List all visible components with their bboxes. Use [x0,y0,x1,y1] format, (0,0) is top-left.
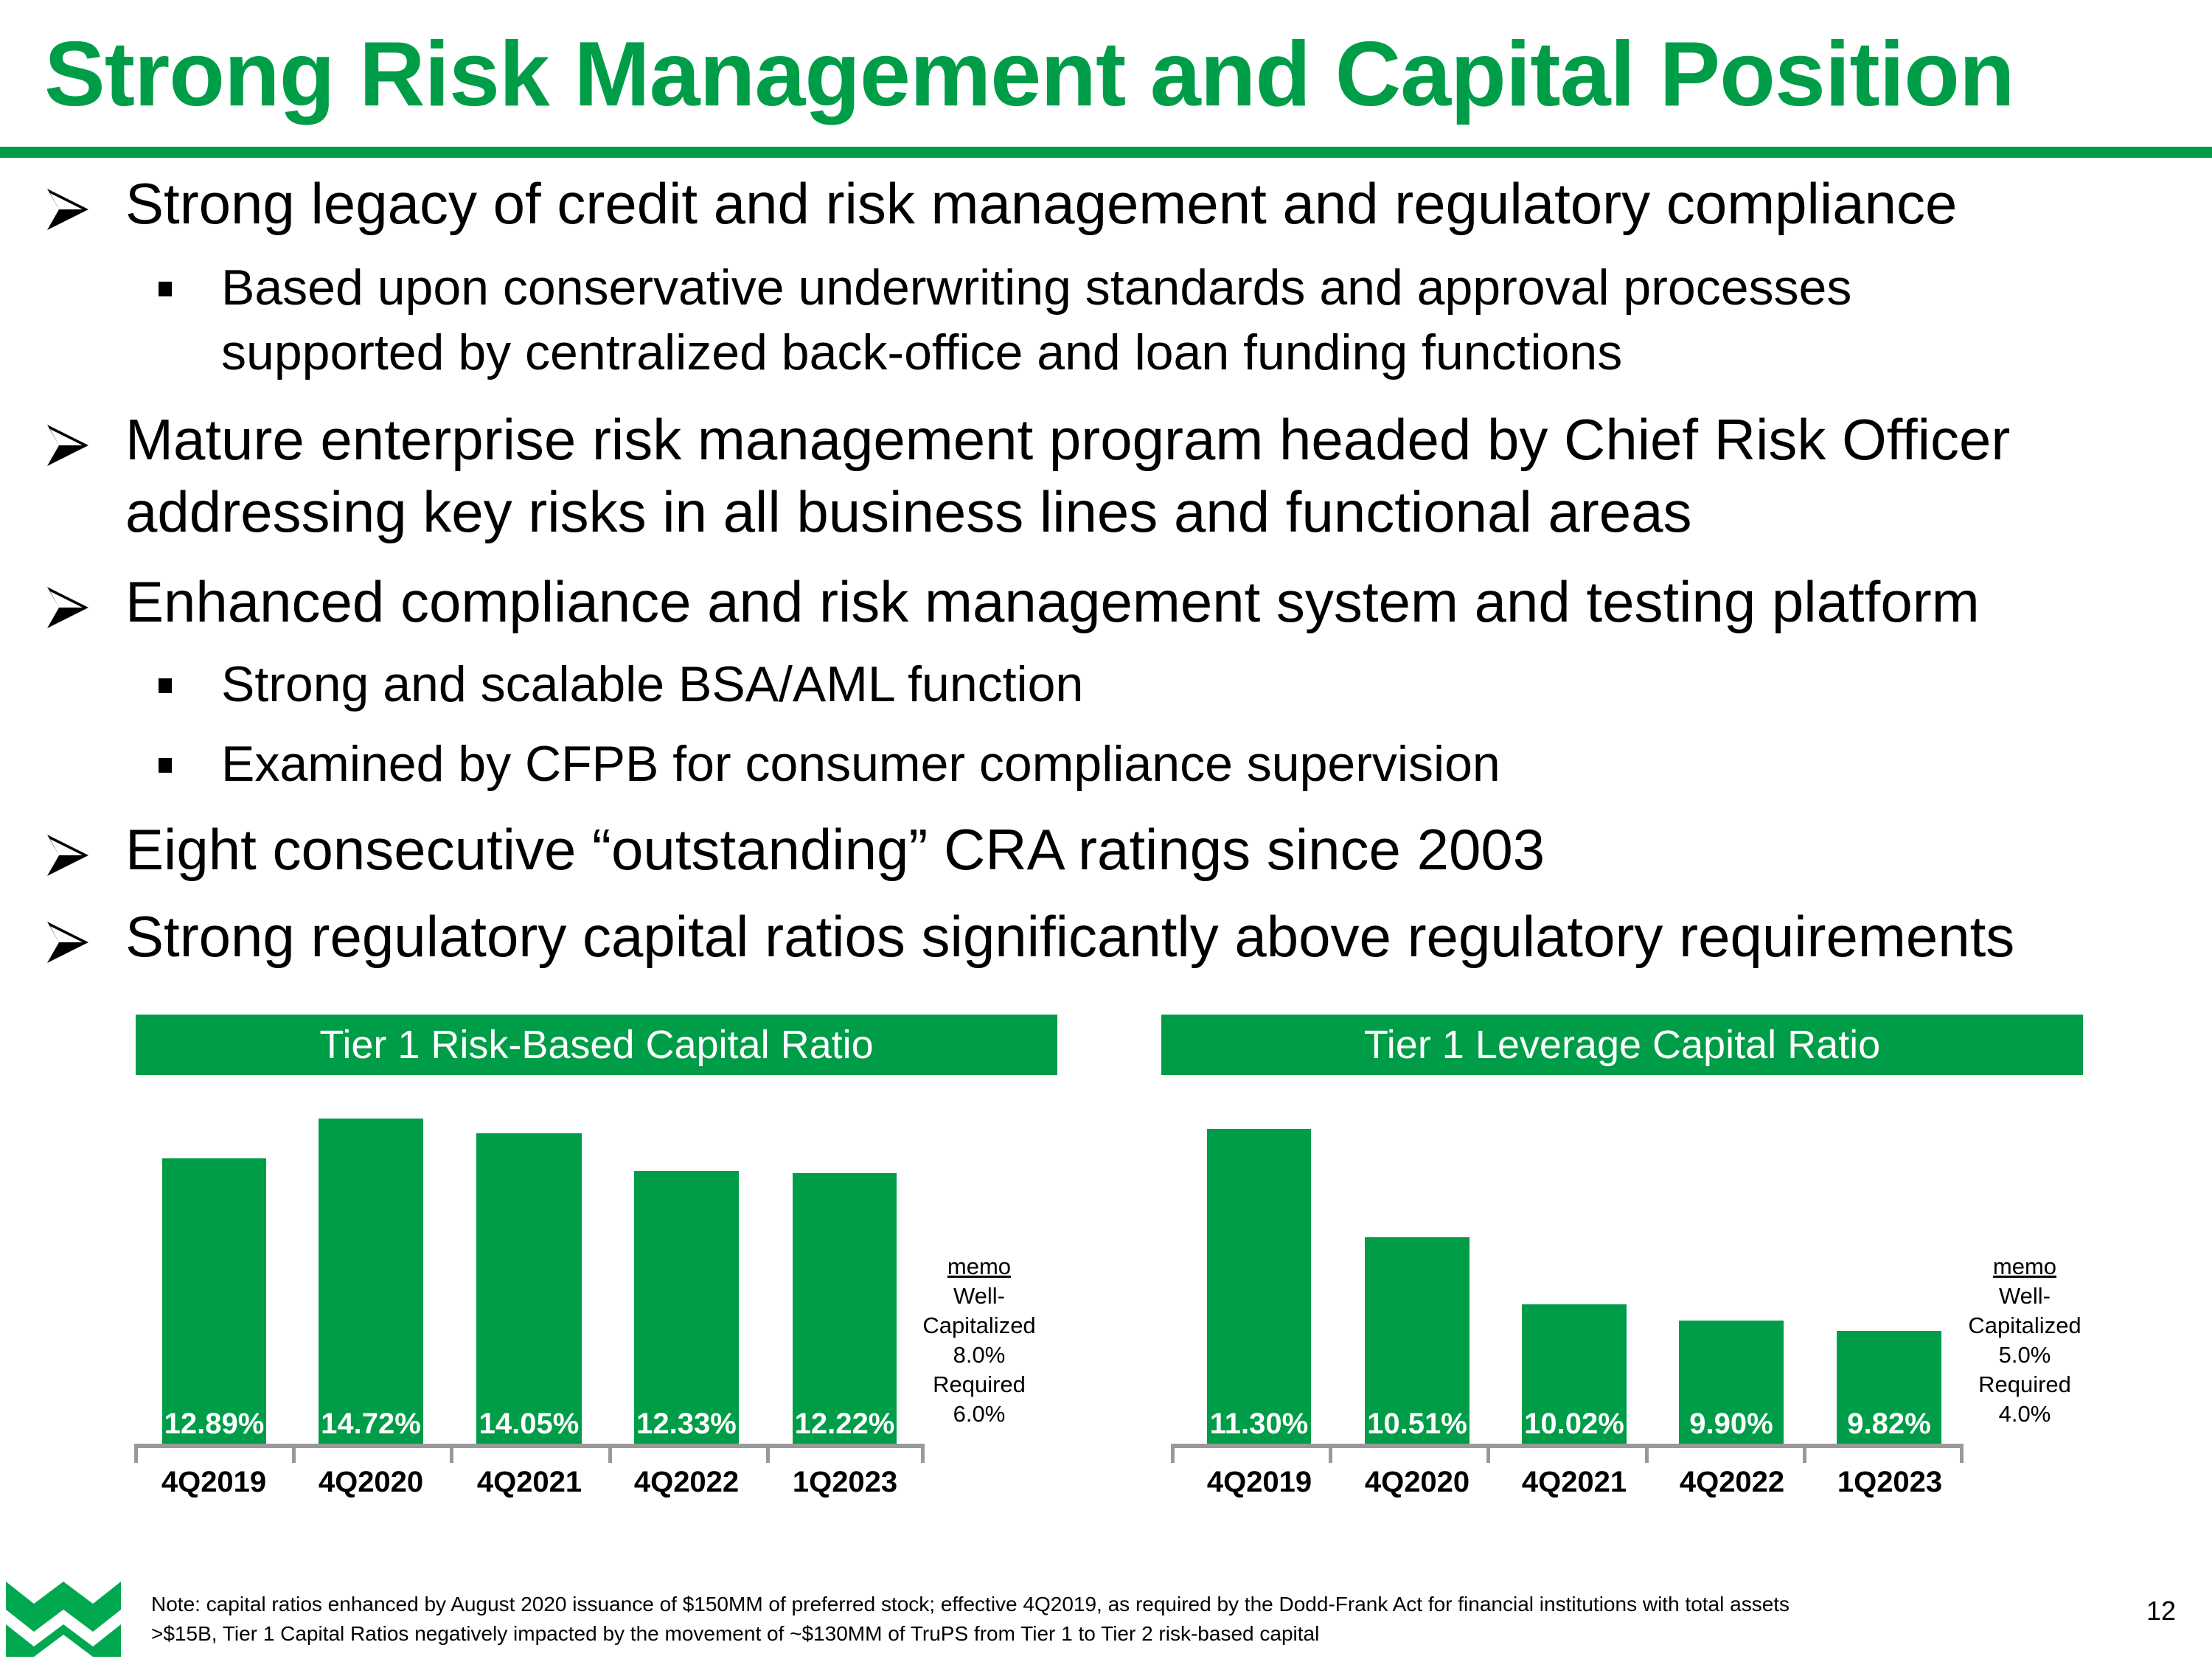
axis-tick [292,1445,296,1463]
axis-tick [450,1445,453,1463]
bullet-text: Strong regulatory capital ratios signifi… [125,904,2015,969]
axis-tick [921,1445,925,1463]
bar: 9.82% [1837,1331,1941,1444]
bar: 14.05% [476,1133,582,1444]
bar-value-label: 10.02% [1524,1408,1624,1440]
square-bullet-icon [159,282,172,296]
sub-bullet-continuation: supported by centralized back-office and… [221,320,1622,385]
bullet-item: Strong legacy of credit and risk managem… [47,168,1958,239]
axis-tick [608,1445,612,1463]
axis-tick [134,1445,138,1463]
bar-value-label: 14.05% [479,1408,580,1440]
chevron-w-logo-icon [6,1582,121,1657]
page-number: 12 [2146,1596,2177,1626]
chart-title-risk-based: Tier 1 Risk-Based Capital Ratio [136,1015,1057,1075]
bullet-text: Strong legacy of credit and risk managem… [125,171,1958,236]
memo-heading: memo [947,1253,1012,1279]
sub-bullet-item: Strong and scalable BSA/AML function [159,652,1084,717]
category-label: 1Q2023 [1837,1466,1943,1498]
arrowhead-bullet-icon [47,189,88,230]
square-bullet-icon [159,758,172,773]
footnote-line: >$15B, Tier 1 Capital Ratios negatively … [151,1622,1320,1645]
category-label: 4Q2019 [1206,1466,1312,1498]
arrowhead-bullet-icon [47,425,88,466]
bar: 10.51% [1365,1237,1470,1444]
bar-value-label: 9.90% [1689,1408,1773,1440]
category-label: 4Q2019 [161,1466,267,1498]
arrowhead-bullet-icon [47,835,88,876]
title-divider [0,147,2212,158]
axis-tick [1171,1445,1175,1463]
bullet-continuation: addressing key risks in all business lin… [125,476,1691,547]
bar-value-label: 10.51% [1367,1408,1467,1440]
category-label: 4Q2020 [318,1466,424,1498]
memo-heading: memo [1992,1253,2057,1279]
memo-requirements: memo Well- Capitalized 5.0% Required 4.0… [1951,1252,2098,1429]
bar: 12.33% [634,1171,739,1444]
sub-bullet-item: Examined by CFPB for consumer compliance… [159,731,1500,796]
memo-line: 6.0% [953,1401,1006,1427]
memo-line: 5.0% [1998,1342,2051,1368]
bullet-text: Enhanced compliance and risk management … [125,569,1980,634]
axis-tick [1486,1445,1490,1463]
bar: 11.30% [1207,1129,1311,1444]
memo-line: Capitalized [1968,1312,2081,1338]
bullet-text: addressing key risks in all business lin… [125,479,1692,544]
memo-line: Required [933,1371,1026,1397]
memo-line: Required [1978,1371,2071,1397]
bar: 9.90% [1679,1321,1784,1444]
bar: 12.22% [793,1173,897,1444]
chart-title-leverage: Tier 1 Leverage Capital Ratio [1161,1015,2083,1075]
memo-line: 4.0% [1998,1401,2051,1427]
category-label: 4Q2022 [633,1466,740,1498]
bar: 14.72% [319,1119,423,1444]
category-label: 4Q2021 [476,1466,582,1498]
memo-line: Well- [953,1283,1006,1309]
bullet-text: Examined by CFPB for consumer compliance… [221,736,1500,792]
bullet-text: Strong and scalable BSA/AML function [221,656,1084,712]
bullet-item: Eight consecutive “outstanding” CRA rati… [47,814,1545,885]
memo-line: 8.0% [953,1342,1006,1368]
bar-value-label: 14.72% [321,1408,421,1440]
footnote: Note: capital ratios enhanced by August … [151,1590,2127,1649]
axis-tick [1329,1445,1332,1463]
bullet-item: Strong regulatory capital ratios signifi… [47,901,2015,972]
bar-value-label: 9.82% [1847,1408,1931,1440]
memo-requirements: memo Well- Capitalized 8.0% Required 6.0… [905,1252,1053,1429]
category-label: 1Q2023 [792,1466,898,1498]
bar-value-label: 12.22% [794,1408,895,1440]
category-label: 4Q2020 [1364,1466,1470,1498]
bullet-text: Eight consecutive “outstanding” CRA rati… [125,817,1545,882]
bullet-text: supported by centralized back-office and… [221,324,1623,380]
slide-title: Strong Risk Management and Capital Posit… [44,24,2015,125]
axis-tick [1960,1445,1964,1463]
memo-line: Well- [1998,1283,2051,1309]
axis-tick [1645,1445,1649,1463]
bullet-item: Enhanced compliance and risk management … [47,566,1980,637]
sub-bullet-item: Based upon conservative underwriting sta… [159,255,1852,320]
bar-value-label: 12.33% [636,1408,737,1440]
category-label: 4Q2021 [1521,1466,1627,1498]
x-axis [134,1444,925,1448]
arrowhead-bullet-icon [47,587,88,628]
axis-tick [766,1445,770,1463]
bullet-text: Based upon conservative underwriting sta… [221,260,1852,316]
memo-line: Capitalized [922,1312,1036,1338]
square-bullet-icon [159,678,172,693]
bullet-item: Mature enterprise risk management progra… [47,404,2011,475]
bar-value-label: 11.30% [1209,1408,1309,1440]
x-axis [1171,1444,1964,1448]
bar: 12.89% [162,1158,266,1444]
footnote-line: Note: capital ratios enhanced by August … [151,1593,1790,1615]
axis-tick [1803,1445,1806,1463]
bar-value-label: 12.89% [164,1408,265,1440]
category-label: 4Q2022 [1679,1466,1785,1498]
bar: 10.02% [1522,1304,1627,1444]
bullet-text: Mature enterprise risk management progra… [125,407,2011,472]
arrowhead-bullet-icon [47,922,88,963]
